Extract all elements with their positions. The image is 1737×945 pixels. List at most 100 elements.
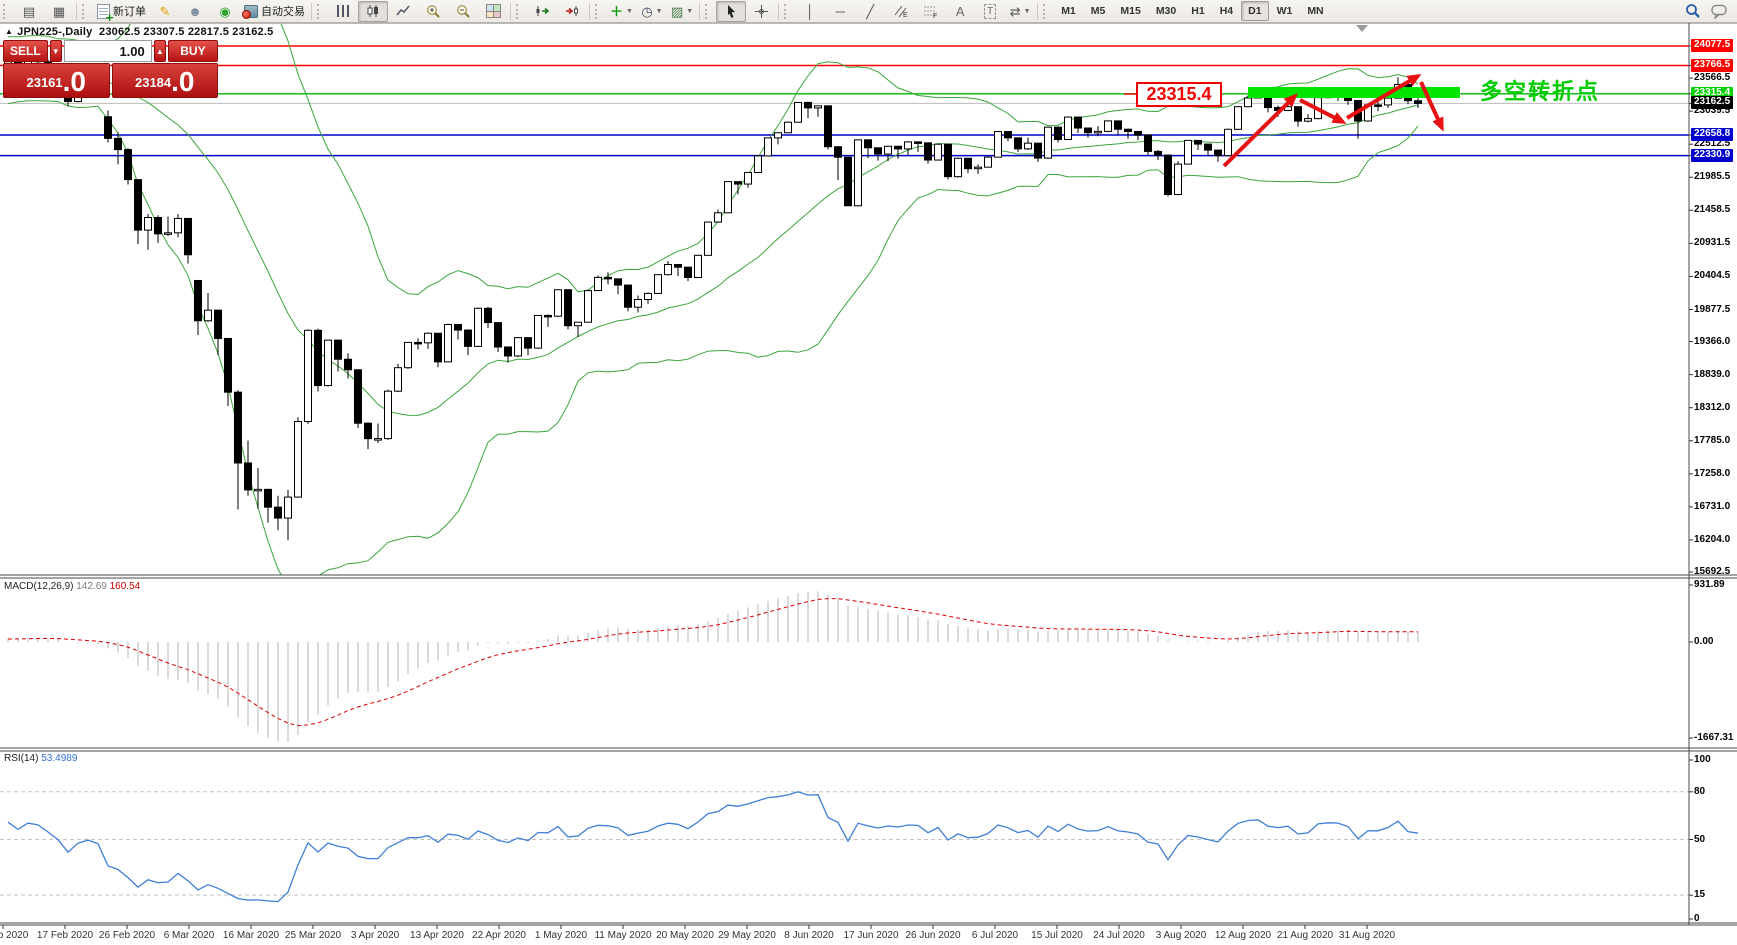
candle-body bbox=[804, 101, 812, 109]
annotation-price-label[interactable]: 23315.4 bbox=[1136, 82, 1222, 107]
candle-body bbox=[694, 254, 702, 278]
new-order-button[interactable]: + 新订单 bbox=[93, 1, 150, 23]
collapse-triangle-icon[interactable]: ▲ bbox=[5, 27, 14, 36]
volume-input[interactable] bbox=[63, 40, 152, 62]
metaeditor-button[interactable]: ✎ bbox=[150, 1, 180, 22]
candle-body bbox=[564, 289, 572, 327]
expert-advisors-button[interactable]: ☻ bbox=[180, 1, 210, 22]
candle-body bbox=[944, 143, 952, 178]
candle-body bbox=[684, 266, 692, 278]
timeframe-button-M15[interactable]: M15 bbox=[1120, 5, 1141, 17]
signals-button[interactable]: ◉ bbox=[210, 1, 240, 22]
autotrading-button[interactable]: 自动交易 bbox=[240, 1, 309, 22]
timeframe-button-MN[interactable]: MN bbox=[1307, 5, 1324, 17]
date-label: 13 Apr 2020 bbox=[410, 930, 464, 941]
buy-price-button[interactable]: 23184.0 bbox=[111, 63, 218, 98]
candle-body bbox=[1414, 100, 1422, 104]
chart-shift-button[interactable] bbox=[557, 1, 587, 22]
toolbar-grip[interactable] bbox=[3, 3, 10, 19]
zoom-out-button[interactable] bbox=[448, 1, 478, 22]
zoom-in-button[interactable] bbox=[418, 1, 448, 22]
sell-price-button[interactable]: 23161.0 bbox=[3, 63, 110, 98]
candle-body bbox=[714, 212, 722, 223]
annotation-trend-arrow-2[interactable] bbox=[1299, 98, 1347, 124]
annotation-green-bar[interactable] bbox=[1248, 87, 1460, 98]
tile-windows-button[interactable] bbox=[478, 1, 508, 22]
candle-body bbox=[414, 341, 422, 345]
candle-body bbox=[404, 341, 412, 369]
templates-button[interactable]: ▨ ▼ bbox=[667, 1, 697, 22]
volume-decrease-button[interactable]: ▼ bbox=[49, 40, 62, 62]
text-button[interactable]: A bbox=[945, 1, 975, 22]
bar-chart-button[interactable] bbox=[328, 1, 358, 22]
candle-body bbox=[744, 171, 752, 185]
horizontal-line-icon: ─ bbox=[835, 3, 845, 19]
toolbar-grip[interactable] bbox=[317, 3, 324, 19]
toolbar-grip[interactable] bbox=[784, 3, 791, 19]
date-label: 31 Aug 2020 bbox=[1338, 930, 1396, 941]
search-icon[interactable] bbox=[1685, 3, 1701, 19]
autotrading-label: 自动交易 bbox=[261, 6, 305, 18]
crosshair-button[interactable] bbox=[746, 1, 776, 22]
candle-body bbox=[234, 391, 242, 464]
sell-price-main: 23161 bbox=[26, 75, 63, 90]
annotation-trend-arrow-4[interactable] bbox=[1419, 81, 1444, 132]
timeframe-button-H1[interactable]: H1 bbox=[1191, 5, 1205, 17]
text-label-button[interactable]: T bbox=[975, 1, 1005, 22]
candle-body bbox=[864, 139, 872, 149]
date-label: 17 Feb 2020 bbox=[36, 930, 94, 941]
periods-button[interactable]: ◷ ▼ bbox=[637, 1, 667, 22]
toolbar-grip[interactable] bbox=[705, 3, 712, 19]
chart-shift-marker[interactable] bbox=[1356, 25, 1368, 32]
line-chart-button[interactable] bbox=[388, 1, 418, 22]
indicators-button[interactable]: ＋ ▼ bbox=[606, 1, 637, 22]
channel-button[interactable]: E bbox=[885, 1, 915, 22]
chat-icon[interactable] bbox=[1711, 4, 1729, 19]
toolbar-grip[interactable] bbox=[595, 3, 602, 19]
candle-body bbox=[704, 221, 712, 256]
sell-button[interactable]: SELL bbox=[3, 40, 48, 62]
rsi-tick-label: 100 bbox=[1694, 754, 1711, 765]
auto-scroll-button[interactable] bbox=[527, 1, 557, 22]
timeframe-button-M5[interactable]: M5 bbox=[1090, 5, 1106, 17]
candle-body bbox=[894, 145, 902, 150]
buy-button[interactable]: BUY bbox=[167, 40, 219, 62]
horizontal-line-button[interactable]: ─ bbox=[825, 1, 855, 22]
volume-increase-button[interactable]: ▲ bbox=[153, 40, 166, 62]
timeframe-button-W1[interactable]: W1 bbox=[1276, 5, 1293, 17]
price-tick-label: 21458.5 bbox=[1694, 204, 1731, 216]
zoom-out-icon bbox=[456, 4, 470, 18]
new-chart-button[interactable]: ▤ bbox=[14, 1, 44, 22]
shapes-button[interactable]: ⇄ ▼ bbox=[1005, 1, 1035, 22]
autotrading-stopped-dot bbox=[242, 9, 251, 19]
fibonacci-button[interactable]: F bbox=[915, 1, 945, 22]
profiles-icon: ▦ bbox=[52, 3, 66, 19]
candle-body bbox=[1154, 150, 1162, 156]
annotation-cn-text[interactable]: 多空转折点 bbox=[1480, 79, 1601, 104]
candle-body bbox=[334, 339, 342, 360]
candle-body bbox=[294, 421, 302, 498]
rsi-tick-label: 0 bbox=[1694, 913, 1700, 924]
toolbar-grip[interactable] bbox=[82, 3, 89, 19]
timeframe-button-M1[interactable]: M1 bbox=[1061, 5, 1076, 17]
timeframe-button-D1[interactable]: D1 bbox=[1241, 1, 1269, 21]
toolbar-grip[interactable] bbox=[1043, 3, 1050, 19]
candlestick-icon bbox=[367, 5, 378, 17]
toolbar-grip[interactable] bbox=[516, 3, 523, 19]
vertical-line-button[interactable]: │ bbox=[795, 1, 825, 22]
timeframe-button-M30[interactable]: M30 bbox=[1155, 5, 1177, 17]
annotation-trend-arrow-1[interactable] bbox=[1222, 93, 1298, 168]
candle-chart-button[interactable] bbox=[358, 0, 388, 22]
date-label: 20 May 2020 bbox=[656, 930, 714, 941]
annotation-trend-arrow-3[interactable] bbox=[1345, 73, 1422, 120]
candle-body bbox=[104, 116, 112, 139]
trendline-button[interactable]: ╱ bbox=[855, 1, 885, 22]
profiles-button[interactable]: ▦ bbox=[44, 1, 74, 22]
timeframe-button-H4[interactable]: H4 bbox=[1219, 5, 1234, 17]
cursor-button[interactable] bbox=[716, 0, 747, 22]
chevron-down-icon: ▼ bbox=[686, 7, 694, 15]
candle-body bbox=[434, 332, 442, 363]
